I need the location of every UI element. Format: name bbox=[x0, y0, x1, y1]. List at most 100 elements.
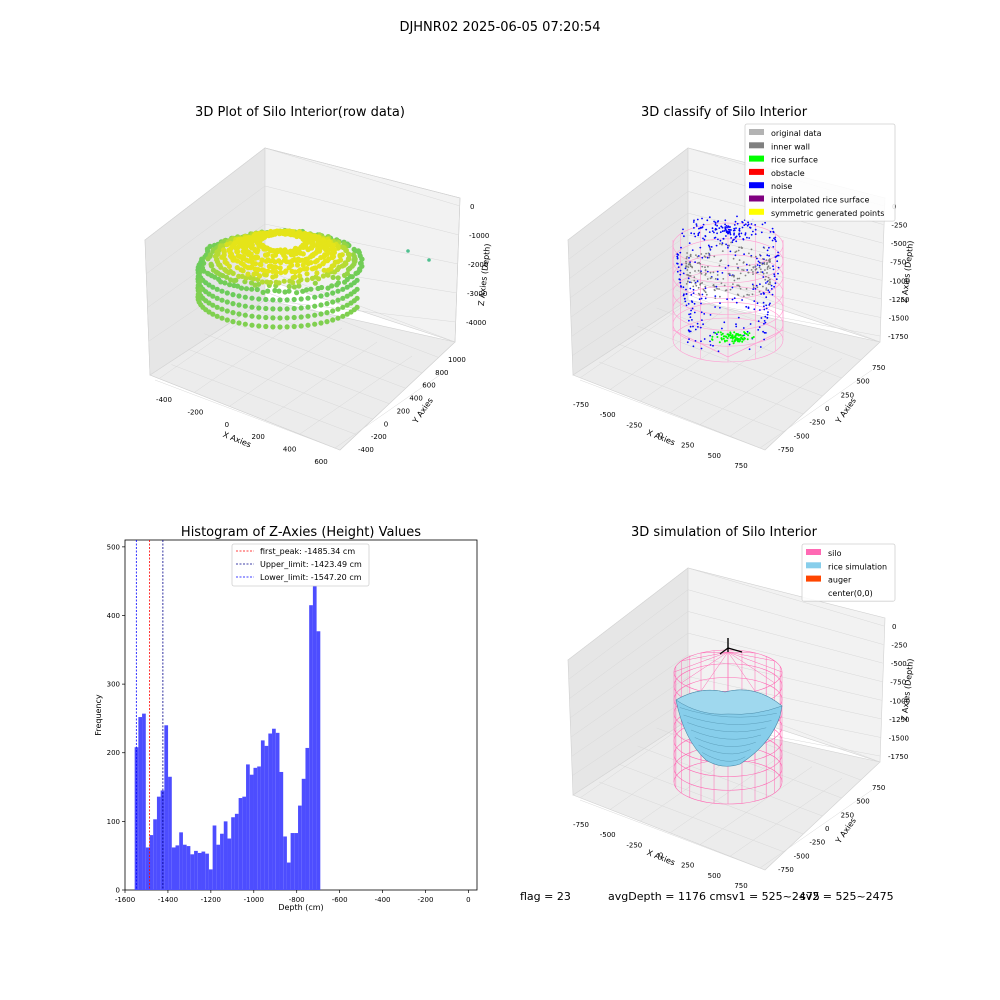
panel2-noise-point bbox=[685, 288, 687, 291]
panel2-noise-point bbox=[690, 294, 693, 296]
panel4-rice-mesh bbox=[687, 722, 767, 733]
panel2-noise-point bbox=[726, 226, 728, 229]
panel2-wall-point bbox=[705, 252, 707, 255]
panel1-point bbox=[198, 268, 204, 274]
panel1-point bbox=[270, 315, 276, 321]
panel-classify-3d: 3D classify of Silo Interior -750-500-25… bbox=[567, 105, 915, 470]
panel1-point bbox=[265, 288, 271, 294]
panel2-noise-point bbox=[709, 334, 711, 337]
panel2-noise-point bbox=[720, 225, 723, 228]
panel2-noise-point bbox=[742, 238, 745, 241]
histogram-bar bbox=[171, 847, 176, 890]
panel1-z-tick-label: -3000 bbox=[467, 290, 487, 298]
panel2-rice-point bbox=[717, 331, 720, 334]
panel2-noise-point bbox=[685, 304, 688, 307]
panel1-y-tick-label: 400 bbox=[409, 395, 422, 403]
panel1-grid-line bbox=[187, 348, 373, 420]
panel2-noise-point bbox=[708, 216, 711, 219]
panel2-noise-point bbox=[694, 328, 697, 331]
panel2-noise-point bbox=[682, 286, 685, 289]
panel1-point bbox=[243, 257, 250, 263]
panel2-noise-point bbox=[765, 282, 767, 284]
panel2-wall-point bbox=[769, 281, 771, 283]
panel2-grid-line bbox=[637, 325, 823, 397]
panel1-point bbox=[330, 308, 336, 314]
panel1-point bbox=[324, 301, 330, 307]
panel1-point bbox=[335, 288, 341, 294]
panel1-point bbox=[284, 324, 290, 330]
panel2-wall-point bbox=[725, 289, 728, 291]
panel4-silo-and-surface bbox=[673, 638, 783, 805]
panel2-noise-point bbox=[759, 346, 762, 348]
panel1-ticks: -400-2000200400600-400-20002004006008001… bbox=[156, 203, 489, 466]
panel1-point bbox=[207, 243, 213, 249]
panel1-point bbox=[270, 324, 276, 330]
panel1-point bbox=[325, 285, 331, 291]
histogram-bar bbox=[220, 833, 224, 890]
panel2-x-tick-label: 0 bbox=[659, 432, 663, 440]
panel2-noise-point bbox=[683, 235, 685, 238]
histogram-ticks: -1600 -1400 -1200 -1000 -800 -600 -400 -200 0 0 10… bbox=[107, 543, 471, 904]
panel2-noise-point bbox=[699, 326, 702, 329]
panel1-point bbox=[321, 267, 327, 273]
panel4-y-tick-label: 500 bbox=[856, 798, 869, 806]
panel2-noise-point bbox=[691, 307, 694, 310]
panel1-point bbox=[337, 253, 343, 259]
panel2-noise-point bbox=[774, 256, 777, 258]
panel1-point bbox=[230, 301, 236, 307]
panel2-wall-point bbox=[708, 254, 711, 257]
panel2-silo-outline bbox=[672, 240, 784, 358]
panel2-wall-point bbox=[714, 277, 717, 280]
panel2-noise-point bbox=[734, 220, 737, 223]
panel1-point bbox=[344, 311, 350, 317]
panel1-point bbox=[309, 241, 315, 247]
panel2-noise-point bbox=[698, 231, 701, 234]
panel1-point bbox=[323, 246, 329, 252]
panel2-wall-point bbox=[720, 282, 723, 285]
panel4-y-tick-label: 250 bbox=[841, 811, 854, 819]
panel2-noise-point bbox=[701, 319, 703, 321]
panel2-wall-point bbox=[729, 288, 732, 291]
panel2-wall-point bbox=[762, 285, 764, 288]
panel1-point bbox=[291, 314, 297, 321]
histogram-xtick-label: -400 bbox=[375, 896, 391, 904]
panel2-legend-label: original data bbox=[771, 129, 822, 138]
histogram-bar bbox=[279, 771, 284, 890]
panel2-wall-point bbox=[704, 291, 707, 294]
panel1-x-tick-label: 0 bbox=[225, 421, 229, 429]
panel1-point bbox=[284, 297, 290, 303]
panel1-grid-line bbox=[171, 364, 357, 435]
panel1-point bbox=[345, 256, 351, 263]
panel1-point bbox=[228, 277, 234, 283]
panel2-noise-point bbox=[760, 317, 763, 319]
histogram-xtick-label: -1400 bbox=[158, 896, 178, 904]
panel1-y-tick-label: 200 bbox=[397, 407, 410, 415]
panel2-noise-point bbox=[723, 321, 726, 324]
panel2-noise-point bbox=[714, 228, 717, 231]
panel1-y-tick-label: -200 bbox=[371, 433, 387, 441]
figure-suptitle: DJHNR02 2025-06-05 07:20:54 bbox=[399, 20, 600, 35]
panel2-noise-point bbox=[691, 301, 694, 303]
panel1-point bbox=[341, 272, 348, 278]
panel2-noise-point bbox=[694, 261, 696, 263]
histogram-ytick-label: 300 bbox=[107, 681, 120, 689]
panel2-noise-point bbox=[681, 232, 684, 235]
panel2-noise-point bbox=[724, 228, 727, 231]
panel1-point bbox=[296, 279, 302, 285]
panel2-noise-point bbox=[690, 309, 692, 312]
histogram-legend-label: first_peak: -1485.34 cm bbox=[260, 547, 355, 556]
panel1-point bbox=[249, 304, 255, 310]
panel1-point bbox=[216, 276, 222, 282]
panel2-noise-point bbox=[768, 236, 771, 239]
panel1-point bbox=[286, 265, 292, 271]
panel1-y-tick-label: 0 bbox=[384, 420, 388, 428]
panel2-legend-swatch bbox=[749, 155, 764, 162]
panel2-grid-line bbox=[687, 234, 882, 281]
panel2-noise-point bbox=[693, 311, 696, 314]
panel4-z-tick-label: -1250 bbox=[889, 716, 909, 724]
panel2-noise-point bbox=[679, 269, 682, 272]
panel2-wall-point bbox=[694, 270, 696, 272]
panel-raw-3d: 3D Plot of Silo Interior(row data) -400 -… bbox=[144, 105, 492, 466]
panel2-rice-point bbox=[743, 337, 746, 339]
panel1-point bbox=[344, 284, 350, 290]
